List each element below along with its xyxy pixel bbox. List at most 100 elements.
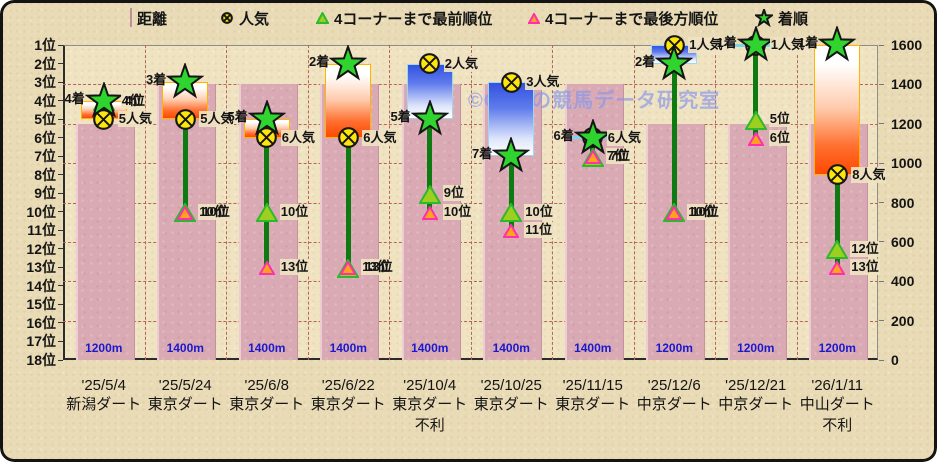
left-axis-tick-mark	[58, 81, 63, 83]
right-axis-tick-label: 600	[891, 233, 915, 250]
finish-label: 1着	[716, 35, 737, 50]
left-axis-tick-mark	[58, 118, 63, 120]
rear-position-marker-icon	[584, 149, 602, 165]
rear-position-label: 10位	[442, 203, 473, 220]
rear-position-label: 13位	[279, 259, 310, 276]
highlow-line	[671, 45, 677, 212]
distance-bar	[727, 123, 787, 360]
left-axis-tick-mark	[58, 192, 63, 194]
distance-label: 1200m	[655, 341, 693, 355]
finish-star-icon	[753, 6, 775, 28]
popularity-label: 6人気	[280, 129, 316, 146]
highlow-line	[345, 63, 351, 268]
rear-position-marker-icon	[502, 223, 520, 239]
updown-bar-up	[814, 45, 861, 175]
highlow-line	[264, 119, 270, 268]
x-axis-track: 東京ダート	[392, 396, 468, 413]
left-axis-tick-label: 7位	[34, 148, 56, 165]
x-axis-date: '25/12/21	[725, 377, 787, 394]
rear-position-label: 13位	[850, 259, 880, 276]
front-position-label: 10位	[691, 203, 719, 219]
finish-label: 2着	[309, 53, 330, 69]
rear-position-marker-icon	[176, 204, 194, 220]
distance-bar	[157, 84, 217, 360]
x-axis-date: '25/10/25	[480, 377, 542, 394]
left-axis-tick-label: 6位	[34, 129, 56, 146]
distance-label: 1400m	[329, 341, 367, 355]
right-axis-tick-label: 1600	[891, 37, 923, 53]
rear-position-label: 10位	[687, 203, 717, 220]
finish-star-marker-icon	[247, 98, 287, 138]
popularity-marker-icon	[500, 71, 523, 94]
legend-label: 着順	[778, 10, 809, 28]
rear-position-icon	[527, 11, 541, 24]
front-position-label: 4位	[124, 92, 145, 108]
x-axis-track: 中山ダート	[799, 396, 875, 413]
left-axis-tick-label: 3位	[34, 74, 56, 91]
x-axis-date: '25/10/4	[403, 377, 457, 394]
x-axis-track: 東京ダート	[147, 396, 223, 413]
distance-label: 1200m	[818, 341, 856, 355]
front-position-label: 7位	[609, 148, 630, 164]
x-axis-track: 中京ダート	[636, 396, 712, 413]
distance-bar	[75, 123, 135, 360]
left-axis-tick-mark	[58, 211, 63, 213]
grid-line-horizontal	[63, 123, 878, 125]
x-axis-date: '25/6/8	[244, 377, 290, 394]
left-axis-tick-mark	[58, 63, 63, 65]
grid-line-horizontal	[63, 163, 878, 165]
rear-position-marker-icon	[258, 260, 276, 276]
popularity-label: 3人気	[525, 74, 561, 91]
right-axis-tick-mark	[879, 202, 884, 203]
distance-label: 1400m	[411, 341, 449, 355]
popularity-label: 1人気	[769, 37, 805, 53]
right-axis-tick-mark	[879, 359, 884, 361]
x-axis-track: 東京ダート	[473, 396, 549, 413]
rear-position-label: 6位	[768, 129, 791, 146]
distance-label: 1400m	[166, 341, 204, 355]
popularity-marker-icon	[826, 163, 849, 186]
rear-position-marker-icon	[828, 260, 846, 276]
finish-star-marker-icon	[84, 80, 124, 120]
right-axis-tick-label: 200	[891, 312, 915, 329]
front-position-label: 9位	[442, 185, 465, 202]
left-axis-tick-label: 12位	[26, 240, 56, 257]
x-axis-date: '25/6/22	[321, 377, 375, 394]
front-position-marker-icon	[744, 109, 768, 130]
legend-item: 距離	[130, 8, 167, 28]
rear-position-marker-icon	[339, 260, 357, 276]
popularity-label: 8人気	[851, 166, 887, 183]
legend-item: 着順	[753, 6, 809, 28]
x-axis-track: 東京ダート	[555, 396, 631, 413]
front-position-label: 10位	[202, 203, 230, 219]
rear-position-marker-icon	[747, 130, 765, 146]
distance-label: 1400m	[574, 341, 612, 355]
grid-line-horizontal	[63, 241, 878, 243]
finish-label: 7着	[472, 146, 493, 162]
popularity-icon	[220, 11, 234, 25]
front-position-label: 12位	[850, 240, 880, 257]
legend-label: 4コーナーまで最前順位	[334, 10, 493, 28]
legend-label: 距離	[137, 10, 168, 28]
grid-line-horizontal	[63, 84, 878, 86]
highlow-line	[427, 63, 433, 212]
distance-bar	[401, 84, 461, 360]
updown-bar-down	[488, 82, 535, 157]
finish-label: 1着	[798, 35, 819, 50]
updown-bar-up	[325, 63, 372, 138]
left-axis-tick-label: 14位	[26, 277, 56, 294]
front-position-label: 13位	[365, 259, 393, 275]
x-axis-track: 東京ダート	[229, 396, 305, 413]
left-axis-tick-label: 5位	[34, 111, 56, 128]
x-axis-track: 中京ダート	[718, 396, 794, 413]
right-axis-tick-label: 1400	[891, 76, 923, 93]
left-axis-tick-mark	[58, 340, 63, 342]
left-axis-tick-mark	[58, 303, 63, 305]
distance-label: 1200m	[737, 341, 775, 355]
x-axis-date: '25/5/24	[158, 377, 212, 394]
distance-label: 1200m	[85, 341, 123, 355]
grid-line-horizontal	[63, 320, 878, 322]
right-axis-tick-mark	[879, 162, 884, 164]
popularity-marker-icon	[174, 108, 197, 131]
popularity-marker-icon	[92, 108, 115, 131]
